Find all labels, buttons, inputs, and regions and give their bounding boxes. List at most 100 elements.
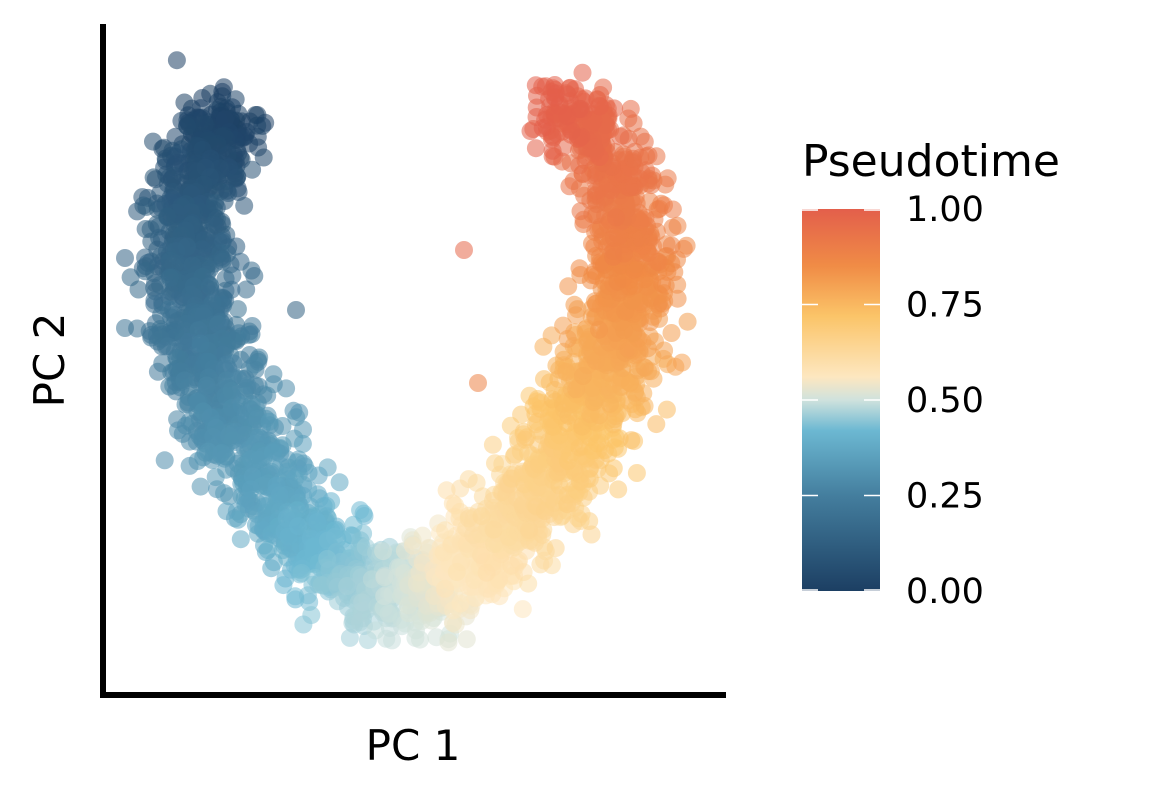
- colorbar-legend: Pseudotime 0.00 0.25 0.50 0.75 1.00: [802, 136, 1060, 612]
- scatter-point: [228, 300, 247, 319]
- scatter-point: [516, 430, 535, 449]
- scatter-point: [270, 486, 289, 505]
- colorbar-tick-label: 0.25: [906, 477, 984, 517]
- scatter-point: [558, 452, 577, 471]
- scatter-point: [231, 530, 250, 549]
- scatter-point: [467, 473, 486, 492]
- scatter-point: [611, 127, 630, 146]
- colorbar-tick-label: 0.00: [906, 572, 984, 612]
- scatter-point: [258, 541, 277, 559]
- scatter-point: [502, 556, 521, 575]
- x-axis-title: PC 1: [366, 721, 461, 770]
- scatter-point: [520, 521, 539, 540]
- scatter-point: [477, 563, 496, 582]
- scatter-point: [560, 177, 579, 196]
- scatter-point: [484, 520, 503, 539]
- scatter-point: [237, 280, 256, 299]
- scatter-point: [557, 362, 576, 381]
- scatter-point: [338, 577, 357, 595]
- colorbar-ticks: 0.00 0.25 0.50 0.75 1.00: [802, 190, 984, 612]
- scatter-point: [245, 355, 264, 374]
- scatter-point: [678, 312, 697, 331]
- scatter-point: [375, 568, 394, 587]
- scatter-point: [289, 517, 308, 536]
- scatter-point: [635, 132, 654, 151]
- scatter-point: [197, 376, 216, 395]
- scatter-point: [571, 202, 590, 221]
- scatter-point: [287, 301, 305, 319]
- scatter-point: [531, 399, 550, 418]
- scatter-point: [264, 443, 282, 462]
- scatter-point: [565, 295, 584, 314]
- scatter-point: [604, 459, 623, 478]
- scatter-point: [499, 528, 518, 547]
- scatter-point: [558, 107, 577, 126]
- scatter-point: [223, 266, 242, 285]
- scatter-point: [515, 475, 534, 494]
- scatter-point: [137, 197, 156, 216]
- scatter-point: [116, 249, 134, 267]
- scatter-point: [312, 576, 331, 595]
- scatter-point: [554, 316, 573, 335]
- scatter-point: [199, 442, 218, 461]
- scatter-point: [207, 418, 225, 437]
- scatter-point: [559, 277, 578, 296]
- scatter-point: [624, 149, 643, 168]
- scatter-point: [136, 262, 155, 281]
- scatter-point: [224, 354, 243, 373]
- scatter-point: [662, 236, 681, 255]
- scatter-point: [302, 606, 321, 625]
- scatter-point: [436, 521, 455, 540]
- scatter-point: [243, 160, 262, 179]
- scatter-point: [411, 630, 429, 649]
- scatter-point: [653, 294, 672, 313]
- scatter-point: [483, 435, 502, 454]
- scatter-point: [241, 480, 260, 499]
- scatter-point: [601, 394, 620, 413]
- scatter-point: [167, 51, 186, 70]
- scatter-point: [637, 161, 655, 180]
- scatter-point: [513, 600, 532, 619]
- scatter-point: [226, 90, 245, 109]
- scatter-point: [616, 302, 635, 321]
- scatter-point: [328, 592, 347, 611]
- scatter-point: [350, 613, 369, 632]
- scatter-point: [615, 244, 634, 263]
- scatter-point: [590, 320, 608, 339]
- scatter-point: [457, 630, 476, 649]
- scatter-point: [169, 421, 187, 440]
- scatter-point: [374, 542, 393, 561]
- scatter-point: [330, 473, 349, 492]
- scatter-point: [472, 507, 491, 526]
- scatter-point: [570, 259, 589, 278]
- colorbar-tick-label: 0.75: [906, 286, 984, 326]
- scatter-point: [609, 480, 628, 499]
- scatter-points: [116, 51, 697, 652]
- colorbar-tick-label: 0.50: [906, 381, 984, 421]
- scatter-point: [636, 208, 655, 227]
- scatter-point: [535, 370, 553, 389]
- scatter-point: [253, 116, 272, 135]
- scatter-point: [201, 277, 220, 296]
- scatter-point: [308, 512, 327, 531]
- scatter-point: [526, 139, 545, 158]
- colorbar-title: Pseudotime: [802, 136, 1060, 187]
- scatter-point: [353, 593, 372, 612]
- scatter-point: [264, 375, 283, 394]
- scatter-point: [175, 371, 194, 390]
- scatter-point: [189, 321, 208, 340]
- scatter-point: [229, 510, 247, 529]
- scatter-point: [274, 576, 293, 595]
- scatter-point: [621, 99, 640, 118]
- scatter-point: [558, 495, 577, 514]
- scatter-point: [293, 434, 312, 453]
- scatter-point: [567, 380, 586, 399]
- scatter-point: [309, 466, 328, 485]
- scatter-point: [543, 141, 562, 160]
- scatter-point: [590, 97, 609, 116]
- scatter-point: [504, 447, 523, 466]
- scatter-point: [165, 167, 184, 186]
- scatter-point: [218, 145, 237, 164]
- scatter-point: [436, 579, 455, 598]
